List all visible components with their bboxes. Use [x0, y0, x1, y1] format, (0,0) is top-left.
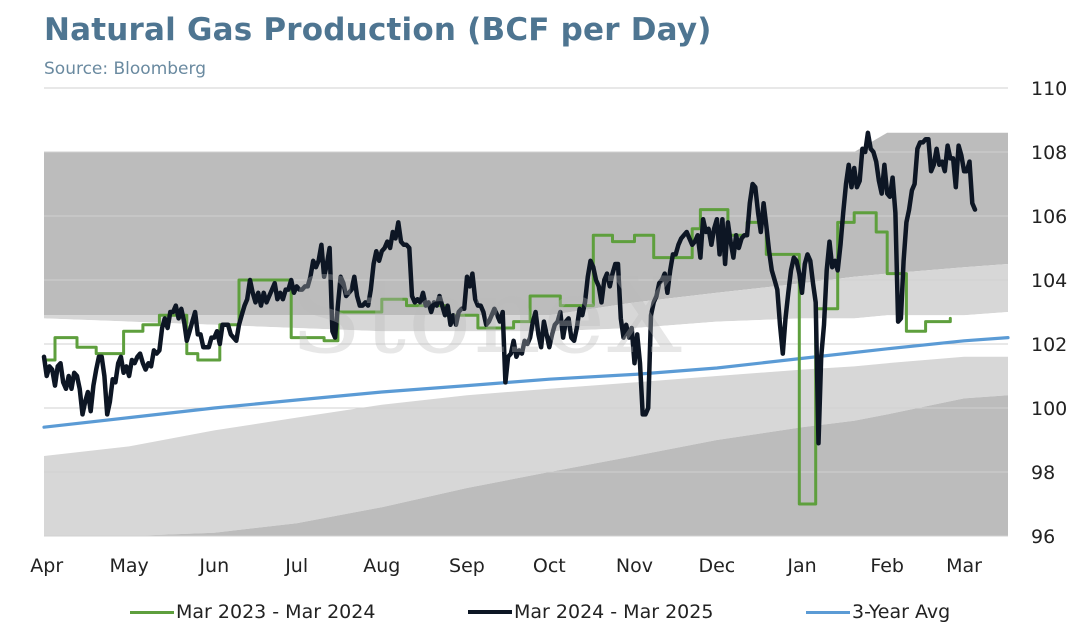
y-tick-label: 98: [1031, 462, 1055, 484]
x-tick-label: Mar: [946, 555, 982, 577]
legend-label: Mar 2023 - Mar 2024: [176, 601, 376, 623]
legend-swatch: [468, 610, 512, 614]
legend: Mar 2023 - Mar 2024 Mar 2024 - Mar 2025 …: [0, 598, 1075, 626]
x-tick-label: Feb: [870, 555, 904, 577]
legend-label: Mar 2024 - Mar 2025: [514, 601, 714, 623]
page-title: Natural Gas Production (BCF per Day): [44, 12, 712, 48]
y-tick-label: 110: [1031, 78, 1067, 100]
range-band-max: [44, 132, 1008, 316]
x-tick-label: Nov: [616, 555, 653, 577]
legend-swatch: [806, 610, 850, 614]
y-tick-label: 100: [1031, 398, 1067, 420]
y-tick-label: 106: [1031, 206, 1067, 228]
x-tick-label: Jan: [786, 555, 816, 577]
range-band-lower_mid: [44, 356, 1008, 536]
y-tick-label: 102: [1031, 334, 1067, 356]
y-axis: 96 98 100 102 104 106 108 110: [1031, 78, 1067, 548]
range-band-lower: [44, 395, 1008, 536]
x-tick-label: May: [109, 555, 148, 577]
legend-item-2023-2024: Mar 2023 - Mar 2024: [130, 598, 375, 626]
range-bands: [44, 132, 1008, 536]
x-tick-label: Jun: [198, 555, 229, 577]
x-tick-label: Apr: [30, 555, 63, 577]
chart-source: Source: Bloomberg: [44, 59, 206, 79]
y-tick-label: 104: [1031, 270, 1067, 292]
range-band-upper_mid: [44, 312, 1008, 456]
y-tick-label: 108: [1031, 142, 1067, 164]
legend-item-2024-2025: Mar 2024 - Mar 2025: [468, 598, 713, 626]
series-lines: [41, 130, 1010, 506]
x-tick-label: Dec: [698, 555, 735, 577]
x-tick-label: Jul: [284, 555, 308, 577]
legend-swatch: [130, 610, 174, 614]
legend-label: 3-Year Avg: [852, 601, 951, 623]
y-tick-label: 96: [1031, 526, 1055, 548]
x-axis: Apr May Jun Jul Aug Sep Oct Nov Dec Jan Feb Mar: [30, 555, 982, 577]
x-tick-label: Aug: [363, 555, 400, 577]
x-tick-label: Sep: [449, 555, 485, 577]
x-tick-label: Oct: [533, 555, 566, 577]
series-line-1: [41, 130, 978, 446]
series-line-2: [42, 336, 1010, 429]
legend-item-3yr-avg: 3-Year Avg: [806, 598, 950, 626]
range-band-upper: [44, 264, 1008, 332]
